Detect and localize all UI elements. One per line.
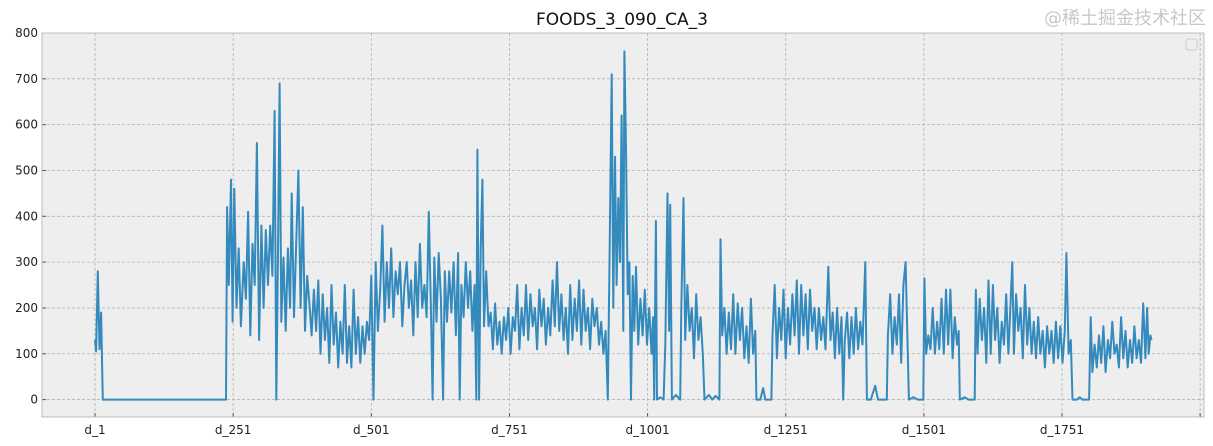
y-tick-label: 400 xyxy=(15,209,38,223)
watermark: @稀土掘金技术社区 xyxy=(1044,8,1206,29)
y-tick-label: 600 xyxy=(15,118,38,132)
y-tick-label: 200 xyxy=(15,301,38,315)
y-tick-label: 800 xyxy=(15,26,38,40)
x-axis: d_1 d_251 d_501 d_751 d_1001 d_1251 d_1501 d_17… xyxy=(84,413,1201,437)
y-tick-label: 0 xyxy=(30,393,38,407)
y-tick-label: 100 xyxy=(15,347,38,361)
x-tick-label: d_751 xyxy=(491,423,528,437)
x-tick-label: d_1251 xyxy=(764,423,808,437)
y-tick-label: 700 xyxy=(15,72,38,86)
legend-box xyxy=(1185,38,1198,51)
x-tick-label: d_1501 xyxy=(902,423,946,437)
series-line xyxy=(94,50,1153,401)
x-tick-label: d_501 xyxy=(353,423,390,437)
plot-frame xyxy=(41,32,1205,418)
x-tick-label: d_251 xyxy=(215,423,252,437)
x-tick-label: d_1 xyxy=(84,423,105,437)
y-tick-label: 300 xyxy=(15,255,38,269)
x-tick-label: d_1751 xyxy=(1040,423,1084,437)
x-tick-label: d_1001 xyxy=(626,423,670,437)
y-tick-label: 500 xyxy=(15,163,38,177)
y-axis: 0 100 200 300 400 500 600 700 800 xyxy=(15,26,46,407)
chart-title: FOODS_3_090_CA_3 xyxy=(536,10,708,30)
